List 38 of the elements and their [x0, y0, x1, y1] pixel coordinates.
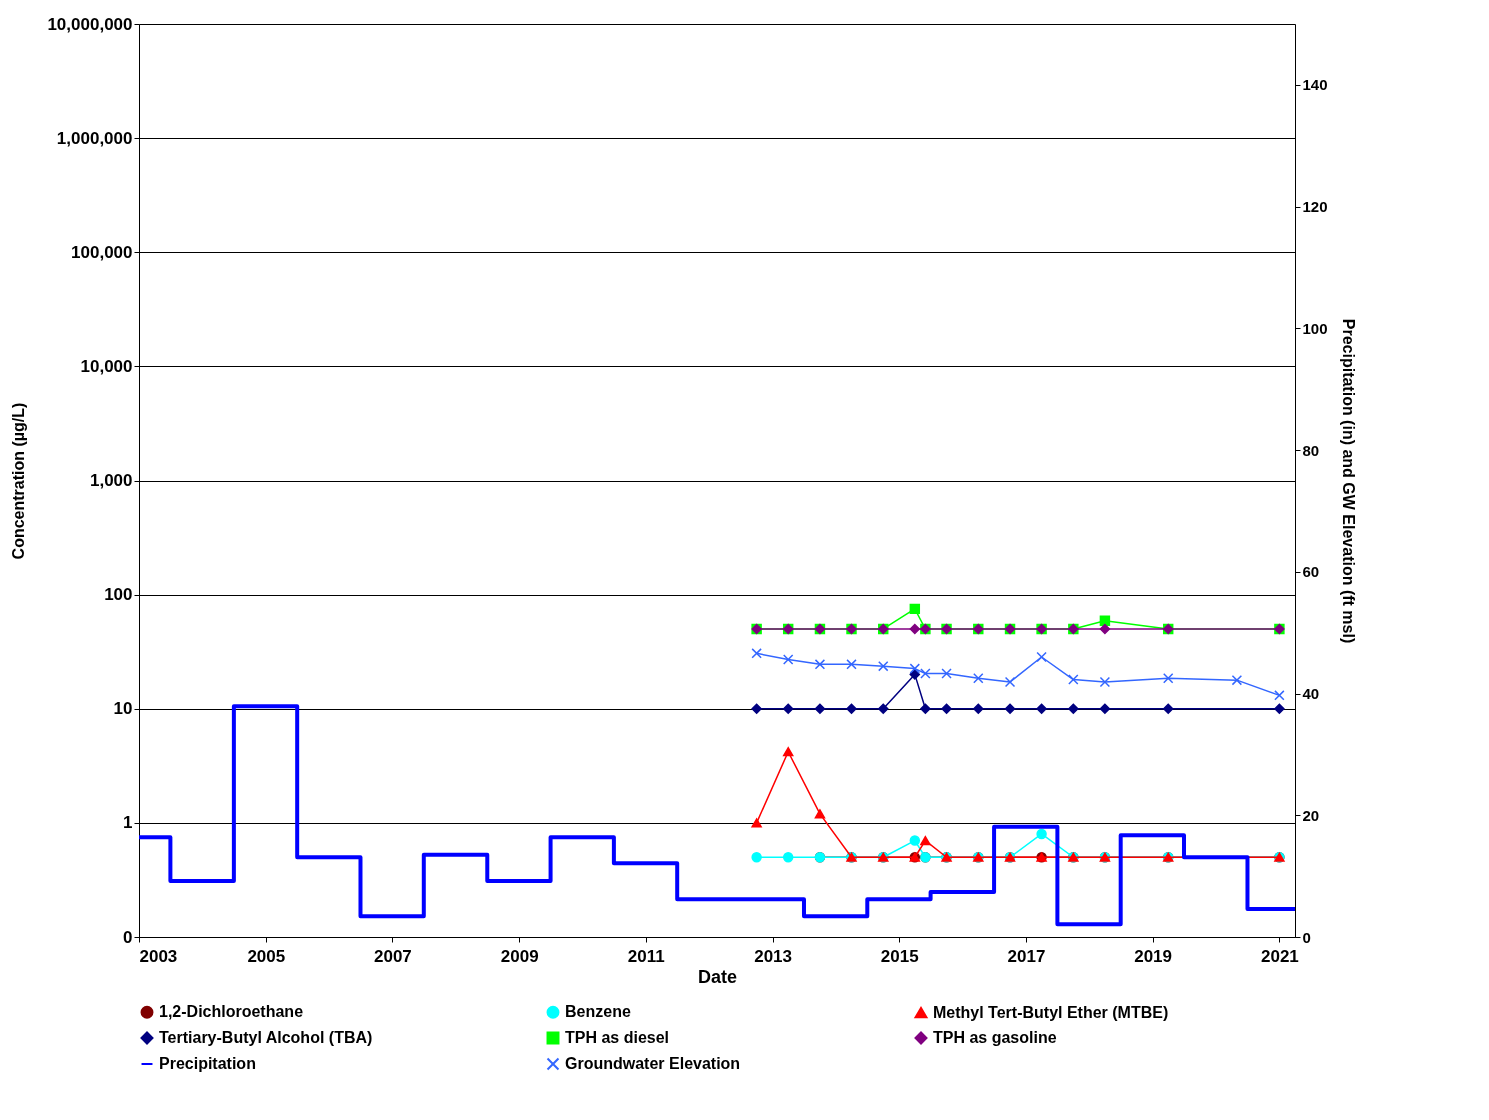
legend-label: Precipitation — [159, 1055, 256, 1072]
x-tick-label: 2011 — [627, 946, 665, 966]
y2-tick-label: 60 — [1302, 563, 1320, 581]
y2-tick-label: 20 — [1302, 806, 1320, 824]
x-tick-label: 2005 — [247, 946, 286, 966]
y-tick-label: 1,000 — [89, 471, 133, 490]
y-tick-label: 100 — [104, 585, 133, 605]
x-tick-label: 2019 — [1134, 946, 1173, 966]
x-tick-label: 2015 — [880, 946, 919, 966]
y2-axis-title: Precipitation (in) and GW Elevation (ft msl) — [1339, 318, 1357, 644]
y-tick-label: 1 — [123, 813, 133, 833]
legend-label: Groundwater Elevation — [565, 1055, 741, 1072]
legend-label: Tertiary-Butyl Alcohol (TBA) — [159, 1029, 373, 1046]
legend-label: Benzene — [565, 1003, 631, 1021]
y-tick-label: 10,000 — [80, 356, 133, 376]
y-axis-title: Concentration (µg/L) — [10, 402, 28, 560]
x-tick-label: 2007 — [373, 946, 412, 966]
y2-tick-label: 0 — [1302, 928, 1311, 946]
x-tick-label: 2017 — [1007, 946, 1046, 966]
y-tick-label: 10 — [113, 699, 133, 719]
x-tick-label: 2003 — [139, 946, 178, 966]
y-tick-label: 0 — [123, 927, 133, 947]
y2-tick-label: 40 — [1302, 685, 1320, 703]
y2-tick-label: 140 — [1302, 76, 1328, 94]
x-tick-label: 2013 — [754, 946, 792, 966]
y-tick-label: 1,000,000 — [56, 128, 133, 148]
legend-label: TPH as diesel — [565, 1029, 670, 1046]
legend-label: TPH as gasoline — [933, 1029, 1057, 1046]
y-tick-label: 10,000,000 — [47, 14, 133, 34]
y2-tick-label: 120 — [1302, 198, 1328, 216]
y-tick-label: 100,000 — [71, 242, 133, 262]
legend-label: 1,2-Dichloroethane — [159, 1003, 304, 1021]
y2-tick-label: 100 — [1302, 319, 1328, 337]
y2-tick-label: 80 — [1302, 441, 1320, 459]
x-axis-title: Date — [697, 966, 738, 987]
x-tick-label: 2021 — [1260, 946, 1299, 966]
x-tick-label: 2009 — [500, 946, 539, 966]
legend-label: Methyl Tert-Butyl Ether (MTBE) — [933, 1003, 1169, 1021]
